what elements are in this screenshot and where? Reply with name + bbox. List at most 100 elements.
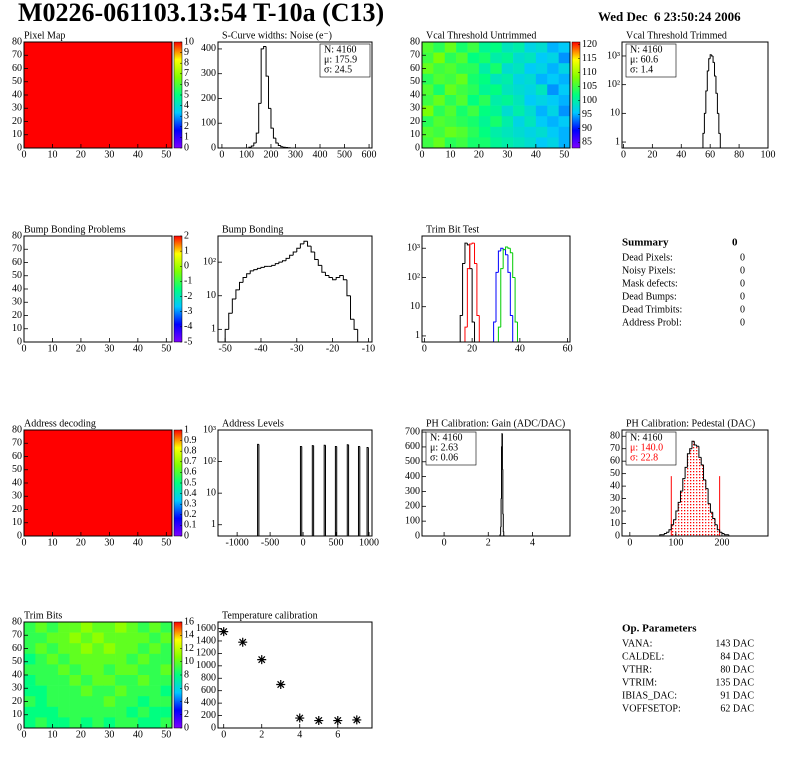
- map-cell: [103, 632, 116, 644]
- plot-frame: [217, 621, 373, 729]
- x-tick-label: -500: [261, 537, 279, 548]
- map-cell: [137, 632, 150, 644]
- histogram-bin: [323, 444, 326, 536]
- histogram-bin: [466, 243, 470, 246]
- map-cell: [456, 52, 468, 64]
- map-cell: [58, 653, 70, 665]
- map-cell: [547, 137, 559, 149]
- map-cell: [547, 84, 559, 96]
- x-tick-label: 600: [362, 149, 377, 160]
- y-tick-label: 50: [12, 270, 22, 281]
- summary-count: 0: [740, 291, 745, 302]
- color-bar-label: 0.8: [184, 445, 197, 456]
- histogram-bin: [324, 272, 330, 277]
- color-bar-label: 3: [184, 110, 189, 121]
- x-tick-label: 200: [714, 537, 729, 548]
- map-cell: [160, 685, 173, 697]
- map-cell: [35, 696, 48, 708]
- scatter-marker: [219, 627, 229, 637]
- color-bar-label: 0: [184, 261, 189, 272]
- parameter-value: 80 DAC: [720, 664, 754, 675]
- map-cell: [80, 675, 93, 686]
- x-tick-label: 50: [161, 343, 171, 354]
- panel-title: PH Calibration: Pedestal (DAC): [626, 418, 755, 429]
- histogram-bin: [509, 272, 513, 316]
- map-cell: [535, 42, 548, 53]
- color-bar-label: 0: [184, 142, 189, 153]
- map-cell: [24, 675, 36, 686]
- x-tick-label: 50: [559, 149, 569, 160]
- panel: Vcal Threshold Untrimmed8590951001051101…: [410, 30, 597, 160]
- histogram-bin: [474, 243, 477, 265]
- map-cell: [92, 653, 104, 665]
- histogram-bin: [265, 46, 269, 77]
- map-cell: [35, 632, 48, 644]
- map-cell: [467, 105, 480, 117]
- map-cell: [444, 105, 457, 117]
- color-bar-label: 105: [582, 81, 597, 92]
- map-cell: [478, 52, 491, 64]
- y-tick-label: 10: [12, 129, 22, 140]
- histogram-bin: [712, 512, 716, 520]
- color-bar-label: 110: [582, 67, 597, 78]
- color-bar: [571, 41, 581, 149]
- scatter-marker: [333, 716, 343, 726]
- histogram-bin: [714, 62, 716, 77]
- map-cell: [535, 116, 548, 128]
- y-tick-label: 10²: [203, 456, 216, 467]
- map-cell: [115, 717, 127, 729]
- histogram-bin: [495, 271, 499, 322]
- histogram-bin: [242, 276, 247, 283]
- y-tick-label: 50: [12, 656, 22, 667]
- map-cell: [24, 632, 36, 644]
- histogram-bin: [466, 268, 470, 328]
- x-tick-label: 0: [442, 537, 447, 548]
- map-cell: [103, 664, 116, 676]
- fit-fill: [682, 478, 686, 536]
- map-cell: [58, 696, 70, 708]
- map-cell: [444, 42, 457, 53]
- map-cell: [513, 73, 525, 85]
- histogram-bin: [256, 267, 261, 270]
- map-cell: [24, 653, 36, 665]
- histogram-bin: [253, 142, 257, 147]
- histogram-bin: [514, 277, 518, 323]
- summary-count: 0: [740, 278, 745, 289]
- color-bar-label: -5: [184, 336, 192, 347]
- map-cell: [80, 685, 93, 697]
- map-cell: [490, 42, 502, 53]
- color-bar-label: 8: [184, 57, 189, 68]
- panel-title: S-Curve widths: Noise (e⁻): [222, 30, 332, 41]
- map-cell: [524, 137, 537, 149]
- map-cell: [444, 137, 457, 149]
- y-tick-label: 1200: [196, 648, 216, 659]
- map-cell: [46, 632, 59, 644]
- x-tick-label: 2: [486, 537, 491, 548]
- parameter-value: 84 DAC: [720, 651, 754, 662]
- histogram-bin: [493, 321, 496, 342]
- histogram-bin: [353, 319, 358, 330]
- map-cell: [433, 116, 446, 128]
- panel: Address decoding00.10.20.30.40.50.60.70.…: [12, 418, 197, 548]
- map-cell: [58, 632, 70, 644]
- histogram-bin: [321, 265, 326, 273]
- histogram-bin: [500, 268, 504, 328]
- y-tick-label: 20: [12, 310, 22, 321]
- map-cell: [160, 675, 173, 686]
- y-tick-label: 30: [410, 103, 420, 114]
- summary-count: 0: [740, 304, 745, 315]
- histogram-bin: [280, 145, 284, 148]
- x-tick-label: 0: [420, 149, 425, 160]
- histogram-bin: [712, 55, 715, 63]
- map-cell: [490, 126, 502, 138]
- histogram-bin: [277, 143, 281, 147]
- histogram-bin: [285, 257, 290, 261]
- map-cell: [115, 643, 127, 655]
- map-cell: [456, 84, 468, 96]
- map-cell: [456, 137, 468, 149]
- map-cell: [80, 706, 93, 718]
- y-tick-label: 50: [12, 76, 22, 87]
- map-cell: [35, 675, 48, 686]
- map-cell: [126, 632, 139, 644]
- map-cell: [115, 653, 127, 665]
